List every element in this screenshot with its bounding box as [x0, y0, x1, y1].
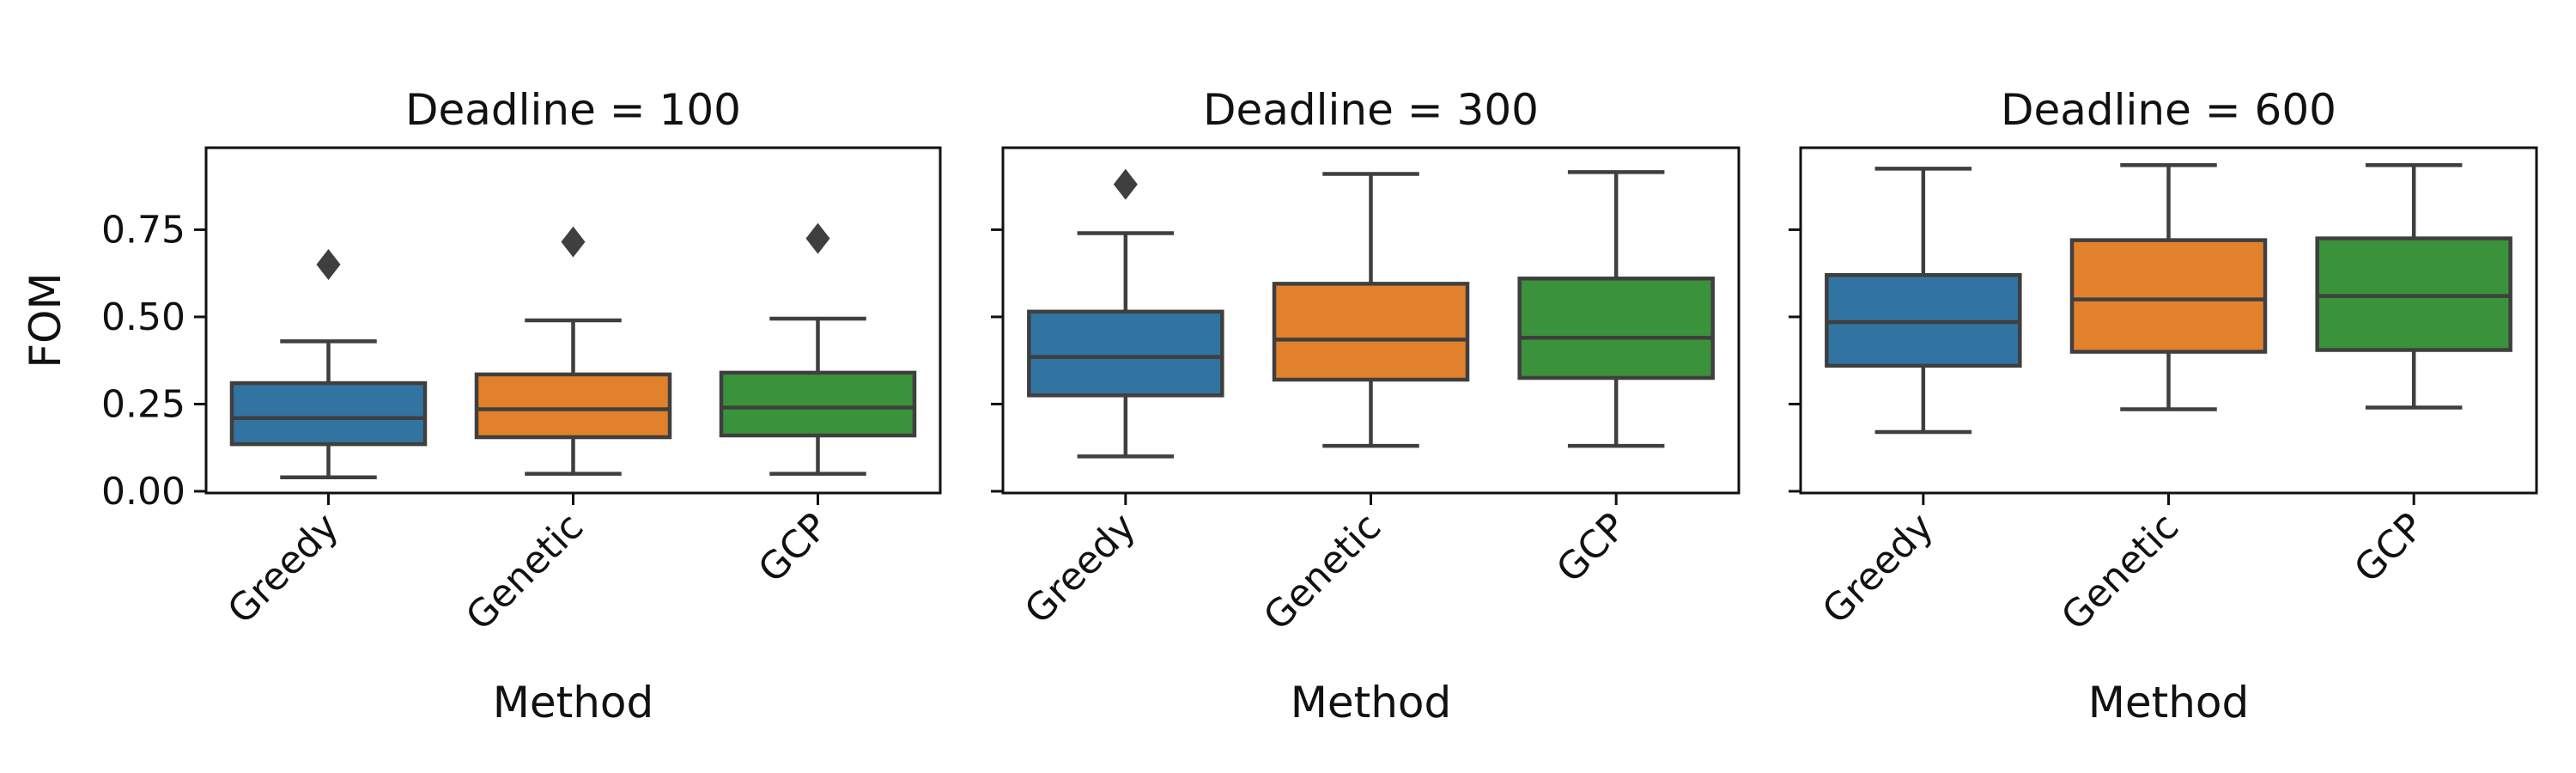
box-gcp: [719, 222, 917, 476]
x-tick-label: Genetic: [2053, 505, 2187, 639]
box-greedy: [1825, 167, 2022, 435]
iqr-box: [229, 380, 428, 447]
box-genetic: [2069, 163, 2268, 411]
chart-panel-1: Deadline = 100 0.00 0.25 0.50 0.75 Greedy Gene…: [21, 85, 942, 727]
panel-title: Deadline = 600: [2001, 85, 2336, 135]
panel-title: Deadline = 300: [1203, 85, 1539, 135]
x-tick-label: GCP: [750, 505, 837, 592]
chart-panel-2: Deadline = 300 Greedy Genetic GCP Method: [991, 85, 1741, 727]
chart-panel-3: Deadline = 600 Greedy Genetic GCP Method: [1789, 85, 2538, 727]
box-genetic: [1272, 172, 1470, 448]
outlier-point: [316, 249, 341, 281]
iqr-box: [1517, 277, 1715, 380]
y-tick-label: 0.50: [101, 295, 185, 339]
box-gcp: [1517, 170, 1715, 448]
x-tick-label: GCP: [1548, 505, 1635, 592]
iqr-box: [474, 372, 672, 440]
outlier-point: [805, 222, 830, 254]
box-genetic: [474, 226, 672, 476]
iqr-box: [2069, 238, 2268, 354]
panel-title: Deadline = 100: [405, 85, 741, 135]
x-axis-label: Method: [2088, 678, 2250, 727]
iqr-box: [1027, 309, 1224, 398]
outlier-point: [1113, 168, 1138, 200]
box-greedy: [1027, 168, 1224, 459]
y-tick-label: 0.25: [101, 382, 185, 426]
y-tick-label: 0.00: [101, 470, 185, 514]
y-axis-label: FOM: [21, 272, 70, 368]
x-tick-label: GCP: [2346, 505, 2433, 592]
x-tick-label: Greedy: [1814, 505, 1942, 633]
x-tick-label: Greedy: [1017, 505, 1145, 633]
outlier-point: [561, 226, 586, 258]
iqr-box: [1272, 282, 1470, 382]
y-tick-label: 0.75: [101, 208, 185, 252]
x-axis-label: Method: [493, 678, 654, 727]
x-axis-label: Method: [1291, 678, 1452, 727]
box-greedy: [229, 249, 428, 479]
x-tick-label: Genetic: [458, 505, 592, 639]
x-tick-label: Greedy: [220, 505, 348, 633]
box-gcp: [2315, 163, 2512, 410]
iqr-box: [719, 370, 917, 438]
x-tick-label: Genetic: [1255, 505, 1389, 639]
